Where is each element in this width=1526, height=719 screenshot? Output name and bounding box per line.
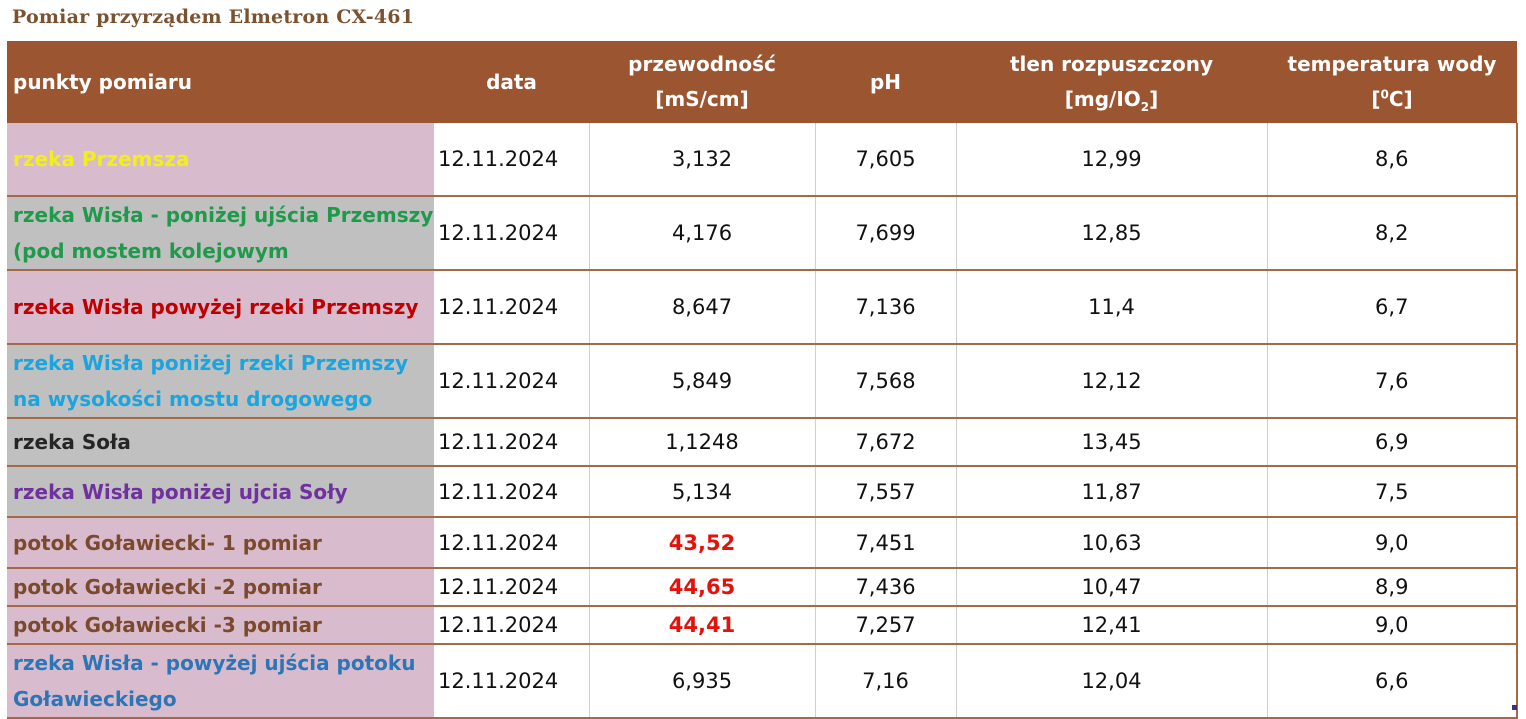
header-row: punkty pomiaru data przewodność [mS/cm] … — [7, 41, 1517, 123]
oxygen-cell: 10,63 — [956, 517, 1268, 569]
ph-cell: 7,605 — [815, 123, 957, 197]
table-row: potok Goławiecki -3 pomiar 12.11.2024 44… — [7, 606, 1518, 645]
table-row: rzeka Soła 12.11.2024 1,1248 7,672 13,45… — [7, 418, 1518, 467]
header-conductivity-label: przewodność — [628, 52, 776, 76]
conductivity-cell: 43,52 — [589, 517, 816, 569]
conductivity-cell: 8,647 — [589, 270, 816, 345]
ph-cell: 7,436 — [815, 568, 957, 607]
table-row: potok Goławiecki -2 pomiar 12.11.2024 44… — [7, 568, 1518, 607]
table-row: rzeka Przemsza 12.11.2024 3,132 7,605 12… — [7, 123, 1518, 197]
header-oxygen-unit: [mg/IO2] — [1064, 87, 1159, 114]
table-row: rzeka Wisła - poniżej ujścia Przemszy (p… — [7, 196, 1518, 271]
conductivity-cell: 5,134 — [589, 466, 816, 518]
page-title: Pomiar przyrządem Elmetron CX-461 — [12, 6, 415, 28]
ph-cell: 7,699 — [815, 196, 957, 271]
date-cell: 12.11.2024 — [434, 344, 590, 419]
oxygen-cell: 12,41 — [956, 606, 1268, 645]
ph-cell: 7,557 — [815, 466, 957, 518]
temperature-cell: 6,6 — [1267, 644, 1518, 719]
table-row: rzeka Wisła poniżej ujcia Soły 12.11.202… — [7, 466, 1518, 518]
ph-cell: 7,257 — [815, 606, 957, 645]
date-cell: 12.11.2024 — [434, 568, 590, 607]
ph-cell: 7,136 — [815, 270, 957, 345]
temperature-cell: 9,0 — [1267, 517, 1518, 569]
measurements-table: punkty pomiaru data przewodność [mS/cm] … — [7, 41, 1518, 719]
header-dissolved-oxygen: tlen rozpuszczony [mg/IO2] — [956, 41, 1267, 123]
header-temp-unit: [0C] — [1371, 87, 1413, 111]
temperature-cell: 7,5 — [1267, 466, 1518, 518]
temperature-cell: 8,9 — [1267, 568, 1518, 607]
point-name-cell: rzeka Przemsza — [7, 123, 434, 197]
date-cell: 12.11.2024 — [434, 418, 590, 467]
date-cell: 12.11.2024 — [434, 517, 590, 569]
point-name-cell: rzeka Wisła - powyżej ujścia potoku Goła… — [7, 644, 434, 719]
table-row: rzeka Wisła poniżej rzeki Przemszy na wy… — [7, 344, 1518, 419]
header-measurement-points: punkty pomiaru — [7, 41, 434, 123]
oxygen-cell: 12,85 — [956, 196, 1268, 271]
oxygen-cell: 12,12 — [956, 344, 1268, 419]
date-cell: 12.11.2024 — [434, 270, 590, 345]
point-name-cell: rzeka Wisła poniżej ujcia Soły — [7, 466, 434, 518]
conductivity-cell: 6,935 — [589, 644, 816, 719]
point-name-cell: rzeka Soła — [7, 418, 434, 467]
temperature-cell: 8,2 — [1267, 196, 1518, 271]
date-cell: 12.11.2024 — [434, 466, 590, 518]
conductivity-cell: 1,1248 — [589, 418, 816, 467]
temperature-cell: 6,9 — [1267, 418, 1518, 467]
conductivity-cell: 4,176 — [589, 196, 816, 271]
point-name-cell: potok Goławiecki- 1 pomiar — [7, 517, 434, 569]
table-row: rzeka Wisła - powyżej ujścia potoku Goła… — [7, 644, 1518, 719]
conductivity-cell: 3,132 — [589, 123, 816, 197]
ph-cell: 7,672 — [815, 418, 957, 467]
date-cell: 12.11.2024 — [434, 644, 590, 719]
conductivity-cell: 5,849 — [589, 344, 816, 419]
point-name-cell: rzeka Wisła poniżej rzeki Przemszy na wy… — [7, 344, 434, 419]
table-row: potok Goławiecki- 1 pomiar 12.11.2024 43… — [7, 517, 1518, 569]
date-cell: 12.11.2024 — [434, 123, 590, 197]
header-oxygen-label: tlen rozpuszczony — [1009, 52, 1214, 76]
header-date: data — [434, 41, 589, 123]
temperature-cell: 8,6 — [1267, 123, 1518, 197]
oxygen-cell: 11,4 — [956, 270, 1268, 345]
date-cell: 12.11.2024 — [434, 196, 590, 271]
oxygen-cell: 11,87 — [956, 466, 1268, 518]
header-water-temperature: temperatura wody [0C] — [1267, 41, 1517, 123]
ph-cell: 7,16 — [815, 644, 957, 719]
temperature-cell: 6,7 — [1267, 270, 1518, 345]
temperature-cell: 9,0 — [1267, 606, 1518, 645]
temperature-cell: 7,6 — [1267, 344, 1518, 419]
point-name-cell: potok Goławiecki -3 pomiar — [7, 606, 434, 645]
ph-cell: 7,451 — [815, 517, 957, 569]
resize-handle[interactable] — [1512, 705, 1517, 710]
table-row: rzeka Wisła powyżej rzeki Przemszy 12.11… — [7, 270, 1518, 345]
header-conductivity-unit: [mS/cm] — [655, 87, 749, 111]
header-ph: pH — [815, 41, 956, 123]
conductivity-cell: 44,65 — [589, 568, 816, 607]
header-temp-label: temperatura wody — [1287, 52, 1497, 76]
oxygen-cell: 13,45 — [956, 418, 1268, 467]
header-conductivity: przewodność [mS/cm] — [589, 41, 815, 123]
point-name-cell: rzeka Wisła - poniżej ujścia Przemszy (p… — [7, 196, 434, 271]
point-name-cell: potok Goławiecki -2 pomiar — [7, 568, 434, 607]
oxygen-cell: 10,47 — [956, 568, 1268, 607]
point-name-cell: rzeka Wisła powyżej rzeki Przemszy — [7, 270, 434, 345]
oxygen-cell: 12,04 — [956, 644, 1268, 719]
oxygen-cell: 12,99 — [956, 123, 1268, 197]
ph-cell: 7,568 — [815, 344, 957, 419]
conductivity-cell: 44,41 — [589, 606, 816, 645]
date-cell: 12.11.2024 — [434, 606, 590, 645]
